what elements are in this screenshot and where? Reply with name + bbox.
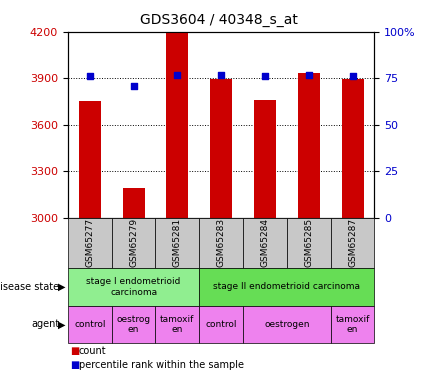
Text: GSM65281: GSM65281: [173, 218, 182, 267]
Text: GSM65284: GSM65284: [261, 218, 269, 267]
Text: tamoxif
en: tamoxif en: [336, 315, 370, 334]
Bar: [254, 100, 276, 218]
Text: oestrog
en: oestrog en: [117, 315, 151, 334]
Point: [261, 74, 268, 80]
Point: [174, 72, 181, 78]
Point: [218, 72, 225, 78]
Text: GSM65285: GSM65285: [304, 218, 313, 267]
Point: [86, 74, 93, 80]
Text: GSM65283: GSM65283: [217, 218, 226, 267]
Text: ■: ■: [70, 360, 79, 370]
Text: count: count: [79, 346, 106, 356]
Bar: [342, 79, 364, 218]
Bar: [166, 32, 188, 217]
Point: [305, 72, 312, 78]
Text: stage I endometrioid
carcinoma: stage I endometrioid carcinoma: [86, 277, 181, 297]
Text: GSM65277: GSM65277: [85, 218, 94, 267]
Point: [130, 83, 137, 89]
Bar: [210, 79, 232, 218]
Text: ■: ■: [70, 346, 79, 356]
Text: percentile rank within the sample: percentile rank within the sample: [79, 360, 244, 370]
Bar: [123, 188, 145, 218]
Text: stage II endometrioid carcinoma: stage II endometrioid carcinoma: [213, 282, 360, 291]
Text: GSM65287: GSM65287: [348, 218, 357, 267]
Bar: [298, 73, 320, 217]
Text: ▶: ▶: [58, 320, 66, 329]
Text: tamoxif
en: tamoxif en: [160, 315, 194, 334]
Text: disease state: disease state: [0, 282, 59, 292]
Text: ▶: ▶: [58, 282, 66, 292]
Text: GSM65279: GSM65279: [129, 218, 138, 267]
Text: control: control: [74, 320, 106, 329]
Bar: [79, 102, 101, 217]
Text: control: control: [205, 320, 237, 329]
Text: GDS3604 / 40348_s_at: GDS3604 / 40348_s_at: [140, 13, 298, 27]
Point: [349, 74, 356, 80]
Text: agent: agent: [31, 320, 59, 329]
Text: oestrogen: oestrogen: [264, 320, 310, 329]
